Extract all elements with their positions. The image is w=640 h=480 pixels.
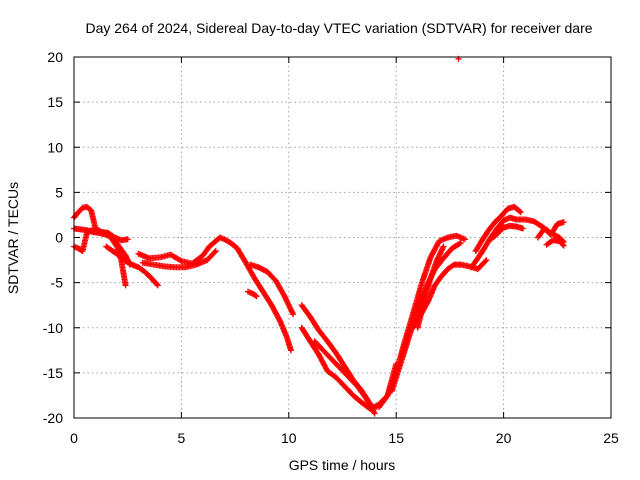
data-point	[456, 240, 463, 247]
data-point	[122, 282, 129, 289]
data-point	[290, 311, 297, 318]
y-tick-label: 0	[55, 230, 63, 246]
data-point	[517, 209, 524, 216]
y-tick-label: 15	[47, 94, 63, 110]
y-tick-label: -20	[43, 410, 63, 426]
x-tick-label: 0	[70, 430, 78, 446]
y-tick-label: 10	[47, 139, 63, 155]
y-tick-label: -5	[51, 275, 64, 291]
data-point	[124, 236, 131, 243]
y-tick-label: -15	[43, 365, 63, 381]
data-point	[482, 258, 489, 265]
data-point	[212, 248, 219, 255]
x-axis-label: GPS time / hours	[289, 457, 396, 473]
data-point	[560, 242, 567, 249]
gridlines	[74, 57, 611, 418]
data-point	[560, 219, 567, 226]
data-point	[559, 241, 566, 248]
y-tick-label: 5	[55, 184, 63, 200]
data-point	[461, 236, 468, 243]
chart-title: Day 264 of 2024, Sidereal Day-to-day VTE…	[85, 20, 592, 36]
data-point	[516, 208, 523, 215]
data-point	[519, 225, 526, 232]
x-tick-label: 5	[178, 430, 186, 446]
data-point	[153, 281, 160, 288]
data-point	[483, 257, 490, 264]
data-point	[154, 282, 161, 289]
data-point	[457, 239, 464, 246]
axis-ticks: 0 5 10 15 20 25 -20 -15 -10 -5 0 5 10 15 20	[43, 49, 619, 446]
data-point	[252, 292, 259, 299]
x-tick-label: 15	[388, 430, 404, 446]
x-tick-label: 20	[496, 430, 512, 446]
data-point	[211, 249, 218, 256]
y-tick-label: 20	[47, 49, 63, 65]
y-tick-label: -10	[43, 320, 63, 336]
data-point	[177, 257, 184, 264]
data-point	[440, 243, 447, 250]
x-tick-label: 10	[281, 430, 297, 446]
data-point	[287, 347, 294, 354]
x-tick-label: 25	[603, 430, 619, 446]
data-marks	[71, 55, 567, 417]
data-point	[253, 293, 260, 300]
y-axis-label: SDTVAR / TECUs	[5, 182, 21, 294]
data-point	[371, 410, 378, 417]
